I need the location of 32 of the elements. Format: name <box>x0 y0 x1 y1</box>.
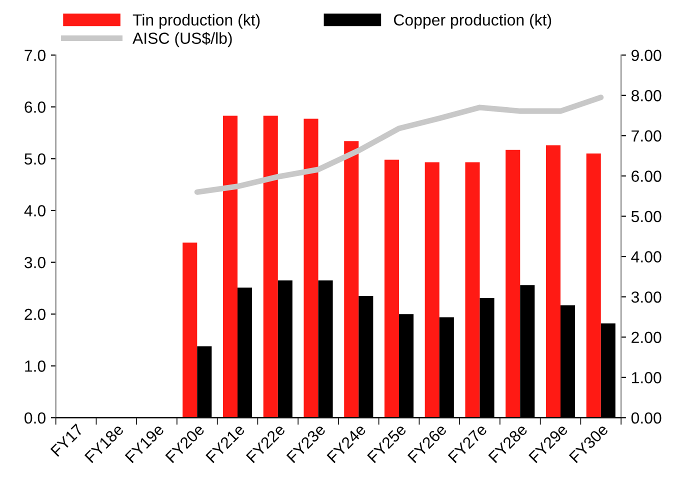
y2-tick-label: 2.00 <box>632 332 662 344</box>
y2-tick-label: 8.00 <box>631 90 662 102</box>
bar <box>506 150 520 418</box>
y2-tick-label: 6.00 <box>632 170 662 182</box>
bar <box>263 116 278 418</box>
y2-tick-label: 3.00 <box>631 291 662 303</box>
y-tick-label: 2.0 <box>24 308 46 320</box>
y2-tick-label: 5.00 <box>631 210 662 222</box>
bar <box>344 141 359 418</box>
y2-tick-label: 9.00 <box>632 50 662 62</box>
bar <box>222 116 238 418</box>
y-tick-label: 0.0 <box>24 412 46 424</box>
legend-label: Tin production (kt) <box>132 14 260 29</box>
bar <box>586 154 601 418</box>
bar <box>182 242 198 418</box>
y2-tick-label: 0.00 <box>631 412 662 424</box>
y-tick-label: 6.0 <box>24 102 46 113</box>
y2-tick-label: 7.00 <box>632 130 662 142</box>
bar <box>465 162 480 418</box>
legend-label: AISC (US$/lb) <box>132 32 232 48</box>
y-tick-label: 7.0 <box>24 50 46 62</box>
bar <box>546 145 561 418</box>
y-tick-label: 4.0 <box>24 205 46 216</box>
y-tick-label: 1.0 <box>25 360 46 372</box>
y-tick-label: 3.0 <box>24 256 46 268</box>
y2-tick-label: 4.00 <box>631 251 662 262</box>
legend-label: Copper production (kt) <box>394 14 552 29</box>
y2-tick-label: 1.00 <box>632 372 662 384</box>
bar <box>384 160 400 418</box>
bar <box>304 118 318 418</box>
y-tick-label: 5.0 <box>24 153 46 165</box>
bar <box>424 162 440 418</box>
